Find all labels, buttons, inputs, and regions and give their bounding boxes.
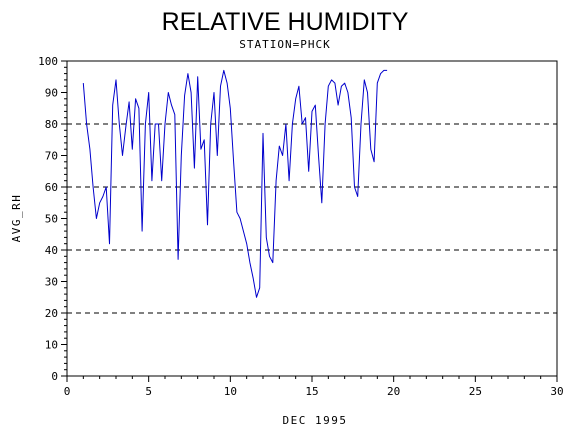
x-tick-label: 5 bbox=[145, 385, 152, 398]
x-tick-label: 0 bbox=[64, 385, 71, 398]
chart-title: RELATIVE HUMIDITY bbox=[162, 8, 409, 36]
x-tick-label: 25 bbox=[469, 385, 482, 398]
y-tick-label: 100 bbox=[38, 55, 58, 68]
series-layer bbox=[82, 69, 388, 298]
y-tick-label: 10 bbox=[45, 339, 58, 352]
y-tick-label: 40 bbox=[45, 244, 58, 257]
y-tick-label: 0 bbox=[51, 370, 58, 383]
y-tick-label: 20 bbox=[45, 307, 58, 320]
y-axis-label: AVG_RH bbox=[10, 194, 23, 243]
x-tick-label: 30 bbox=[550, 385, 563, 398]
reference-lines bbox=[67, 60, 557, 377]
avg-rh-series-line bbox=[82, 69, 388, 298]
x-tick-label: 15 bbox=[305, 385, 318, 398]
y-tick-label: 50 bbox=[45, 213, 58, 226]
y-tick-label: 90 bbox=[45, 87, 58, 100]
y-tick-label: 80 bbox=[45, 118, 58, 131]
x-tick-label: 10 bbox=[224, 385, 237, 398]
y-tick-label: 30 bbox=[45, 276, 58, 289]
y-tick-label: 70 bbox=[45, 150, 58, 163]
x-tick-label: 20 bbox=[387, 385, 400, 398]
plot-frame bbox=[66, 60, 558, 377]
y-tick-label: 60 bbox=[45, 181, 58, 194]
plot-axes: 0 10 20 30 40 50 60 70 80 90 100 0 5 10 15 20 25 30 bbox=[38, 55, 564, 398]
chart-subtitle: STATION=PHCK bbox=[239, 38, 330, 51]
x-axis-label: DEC 1995 bbox=[283, 414, 348, 427]
